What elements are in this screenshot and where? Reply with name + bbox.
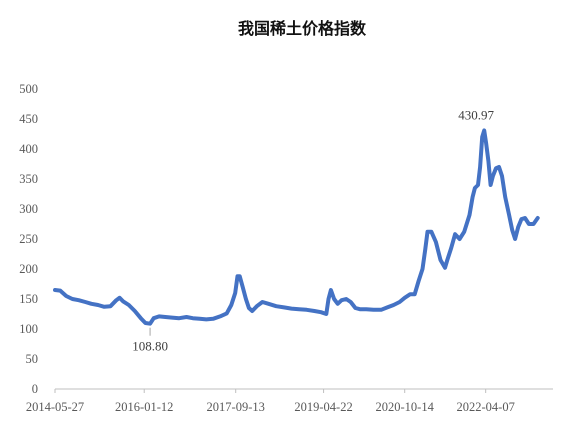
chart-annotations: 430.97 108.80 <box>132 107 494 353</box>
x-tick-label: 2020-10-14 <box>376 400 435 414</box>
y-tick-label: 500 <box>19 82 38 96</box>
y-axis-tick-labels: 0 50 100 150 200 250 300 350 400 450 500 <box>19 82 38 396</box>
x-tick-label: 2014-05-27 <box>26 400 84 414</box>
y-tick-label: 350 <box>19 172 38 186</box>
y-tick-label: 100 <box>19 322 38 336</box>
chart-title: 我国稀土价格指数 <box>238 19 367 38</box>
y-tick-label: 200 <box>19 262 38 276</box>
y-tick-label: 450 <box>19 112 38 126</box>
y-tick-label: 150 <box>19 292 38 306</box>
x-tick-label: 2022-04-07 <box>457 400 515 414</box>
x-tick-label: 2017-09-13 <box>207 400 265 414</box>
max-value-label: 430.97 <box>458 107 494 122</box>
series-line <box>53 128 540 326</box>
y-tick-label: 50 <box>26 352 39 366</box>
y-tick-label: 0 <box>32 382 38 396</box>
y-tick-label: 300 <box>19 202 38 216</box>
x-tick-label: 2019-04-22 <box>294 400 352 414</box>
min-value-label: 108.80 <box>132 339 168 354</box>
y-tick-label: 400 <box>19 142 38 156</box>
x-tick-label: 2016-01-12 <box>115 400 173 414</box>
x-axis-tick-labels: 2014-05-27 2016-01-12 2017-09-13 2019-04-22… <box>26 389 515 414</box>
y-tick-label: 250 <box>19 232 38 246</box>
